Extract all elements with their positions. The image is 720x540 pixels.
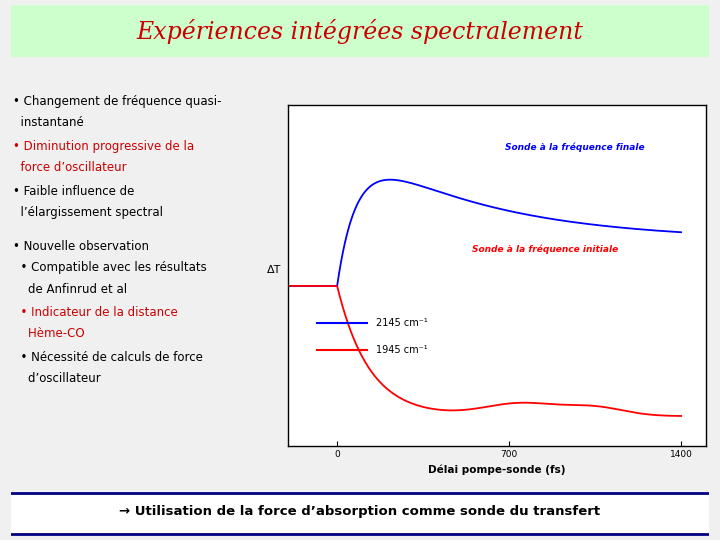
Text: • Faible influence de: • Faible influence de bbox=[13, 185, 135, 198]
Text: • Nouvelle observation: • Nouvelle observation bbox=[13, 240, 149, 253]
Y-axis label: ΔT: ΔT bbox=[267, 265, 282, 275]
Text: Hème-CO: Hème-CO bbox=[13, 327, 84, 341]
FancyBboxPatch shape bbox=[0, 4, 720, 58]
Text: • Compatible avec les résultats: • Compatible avec les résultats bbox=[13, 261, 207, 274]
X-axis label: Délai pompe-sonde (fs): Délai pompe-sonde (fs) bbox=[428, 465, 565, 475]
Text: Sonde à la fréquence finale: Sonde à la fréquence finale bbox=[505, 142, 645, 152]
Text: • Nécessité de calculs de force: • Nécessité de calculs de force bbox=[13, 351, 203, 364]
Text: l’élargissement spectral: l’élargissement spectral bbox=[13, 206, 163, 219]
Text: instantané: instantané bbox=[13, 116, 84, 129]
Text: • Diminution progressive de la: • Diminution progressive de la bbox=[13, 140, 194, 153]
Text: de Anfinrud et al: de Anfinrud et al bbox=[13, 283, 127, 296]
Text: • Changement de fréquence quasi-: • Changement de fréquence quasi- bbox=[13, 95, 222, 108]
Text: d’oscillateur: d’oscillateur bbox=[13, 372, 101, 385]
Text: Expériences intégrées spectralement: Expériences intégrées spectralement bbox=[137, 18, 583, 44]
FancyBboxPatch shape bbox=[7, 492, 713, 534]
Text: → Utilisation de la force d’absorption comme sonde du transfert: → Utilisation de la force d’absorption c… bbox=[120, 505, 600, 518]
Text: • Indicateur de la distance: • Indicateur de la distance bbox=[13, 306, 178, 319]
Text: 2145 cm⁻¹: 2145 cm⁻¹ bbox=[376, 318, 428, 328]
Text: force d’oscillateur: force d’oscillateur bbox=[13, 161, 127, 174]
Text: 1945 cm⁻¹: 1945 cm⁻¹ bbox=[376, 345, 428, 355]
Text: Sonde à la fréquence initiale: Sonde à la fréquence initiale bbox=[472, 244, 618, 254]
